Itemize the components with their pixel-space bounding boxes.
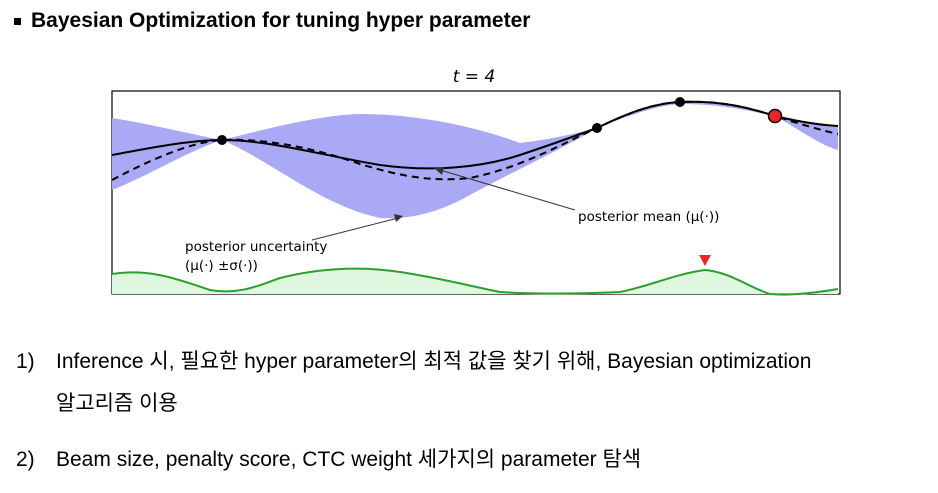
square-bullet-icon: [14, 17, 21, 25]
next-sample-point: [767, 108, 783, 124]
list-item-text: Inference 시, 필요한 hyper parameter의 최적 값을 …: [56, 350, 812, 373]
section-heading: Bayesian Optimization for tuning hyper p…: [14, 9, 530, 33]
observation-point: [217, 135, 227, 145]
posterior-uncertainty-formula: (μ(·) ±σ(·)): [185, 258, 258, 274]
plot-frame: [111, 90, 841, 295]
objective-dashed-line: [111, 100, 839, 181]
list-item-number: 2): [16, 448, 35, 471]
list-item-number: 1): [16, 350, 35, 373]
figure-title: t = 4: [453, 67, 496, 87]
uncertainty-annotation-arrow: [311, 217, 399, 241]
acquisition-max-marker: [699, 255, 711, 266]
mean-annotation-arrow: [439, 169, 576, 211]
posterior-mean-label: posterior mean (μ(·)): [578, 209, 719, 225]
heading-title: Bayesian Optimization for tuning hyper p…: [31, 9, 531, 32]
uncertainty-arrowhead-icon: [394, 214, 403, 222]
posterior-mean-line: [111, 100, 839, 170]
acquisition-curve: [111, 267, 839, 296]
uncertainty-band: [112, 102, 838, 219]
observation-point: [675, 97, 685, 107]
list-item-text-continued: 알고리즘 이용: [56, 392, 178, 415]
mean-arrowhead-icon: [434, 167, 444, 175]
observation-point: [592, 123, 602, 133]
list-item-text: Beam size, penalty score, CTC weight 세가지…: [56, 448, 642, 471]
posterior-uncertainty-label: posterior uncertainty: [185, 239, 327, 255]
